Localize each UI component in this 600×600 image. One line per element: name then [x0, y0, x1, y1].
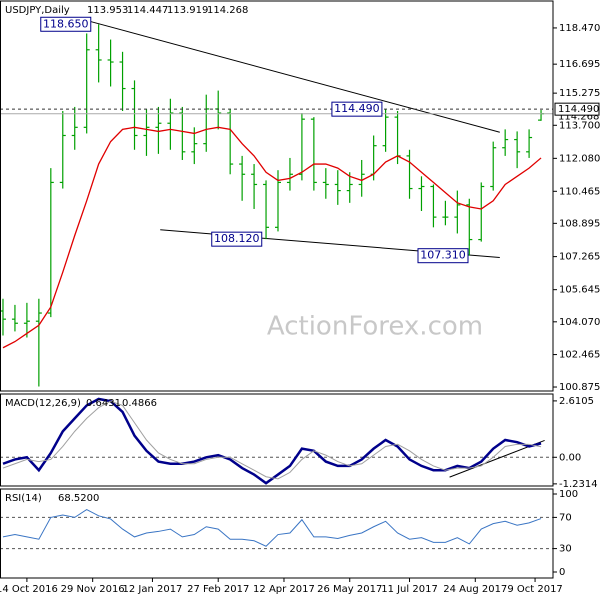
- y-tick-label: 102.465: [559, 350, 600, 361]
- y-tick-label: -1.2314: [559, 479, 598, 490]
- y-tick-label: 115.275: [559, 88, 600, 99]
- y-tick-label: 2.6105: [559, 396, 594, 407]
- x-tick-label: 24 Aug 2017: [443, 584, 507, 595]
- annotation-box: [331, 101, 383, 117]
- y-tick-label: 30: [559, 544, 572, 555]
- x-tick-label: 29 Nov 2016: [61, 584, 125, 595]
- moving-average: [2, 126, 542, 349]
- y-tick-label: 108.895: [559, 218, 600, 229]
- indicator-line: [2, 397, 542, 485]
- panel-title: MACD(12,26,9): [5, 398, 81, 409]
- trend-line: [87, 20, 500, 133]
- y-tick-label: 104.070: [559, 317, 600, 328]
- indicator-line: [2, 400, 542, 480]
- annotation-label: 114.490: [334, 102, 380, 115]
- header-open: 113.953: [87, 5, 128, 16]
- x-tick-label: 27 Feb 2017: [187, 584, 249, 595]
- y-tick-label: 105.645: [559, 285, 600, 296]
- y-tick-label: 0: [559, 567, 565, 578]
- annotation-label: 118.650: [43, 17, 89, 30]
- x-tick-label: 14 Oct 2016: [0, 584, 58, 595]
- panel-readout: 0.6431: [86, 398, 121, 409]
- indicator-line: [2, 509, 542, 547]
- header-high: 114.447: [127, 5, 168, 16]
- level-label: 114.490: [558, 104, 599, 115]
- panel-title: RSI(14): [5, 493, 42, 504]
- panel-readout: 0.4866: [122, 398, 157, 409]
- x-tick-label: 26 May 2017: [317, 584, 382, 595]
- annotation-label: 108.120: [214, 232, 260, 245]
- x-tick-label: 9 Oct 2017: [507, 584, 562, 595]
- y-tick-label: 118.470: [559, 23, 600, 34]
- y-tick-label: 112.080: [559, 153, 600, 164]
- y-tick-label: 110.465: [559, 186, 600, 197]
- y-tick-label: 70: [559, 512, 572, 523]
- annotation-label: 107.310: [420, 249, 466, 262]
- y-tick-label: 100: [559, 489, 578, 500]
- y-tick-label: 100.875: [559, 382, 600, 393]
- last-price-label: 114.268: [558, 112, 599, 123]
- header-title: USDJPY,Daily: [5, 5, 70, 16]
- header-low: 113.919: [167, 5, 208, 16]
- y-tick-label: 107.265: [559, 252, 600, 263]
- panel-frame: [0, 488, 554, 579]
- annotation-box: [40, 16, 92, 32]
- level-label-box: [554, 102, 600, 116]
- panel-frame: [0, 0, 554, 392]
- annotation-box: [211, 231, 263, 247]
- header-close: 114.268: [207, 5, 248, 16]
- y-tick-label: 116.695: [559, 59, 600, 70]
- watermark: ActionForex.com: [267, 312, 483, 342]
- annotation-box: [417, 248, 469, 264]
- x-tick-label: 11 Jul 2017: [381, 584, 438, 595]
- panel-frame: [0, 393, 554, 487]
- panel-readout: 68.5200: [58, 493, 99, 504]
- x-tick-label: 12 Jan 2017: [122, 584, 182, 595]
- x-tick-label: 12 Apr 2017: [253, 584, 315, 595]
- y-tick-label: 0.00: [559, 452, 581, 463]
- y-tick-label: 113.700: [559, 120, 600, 131]
